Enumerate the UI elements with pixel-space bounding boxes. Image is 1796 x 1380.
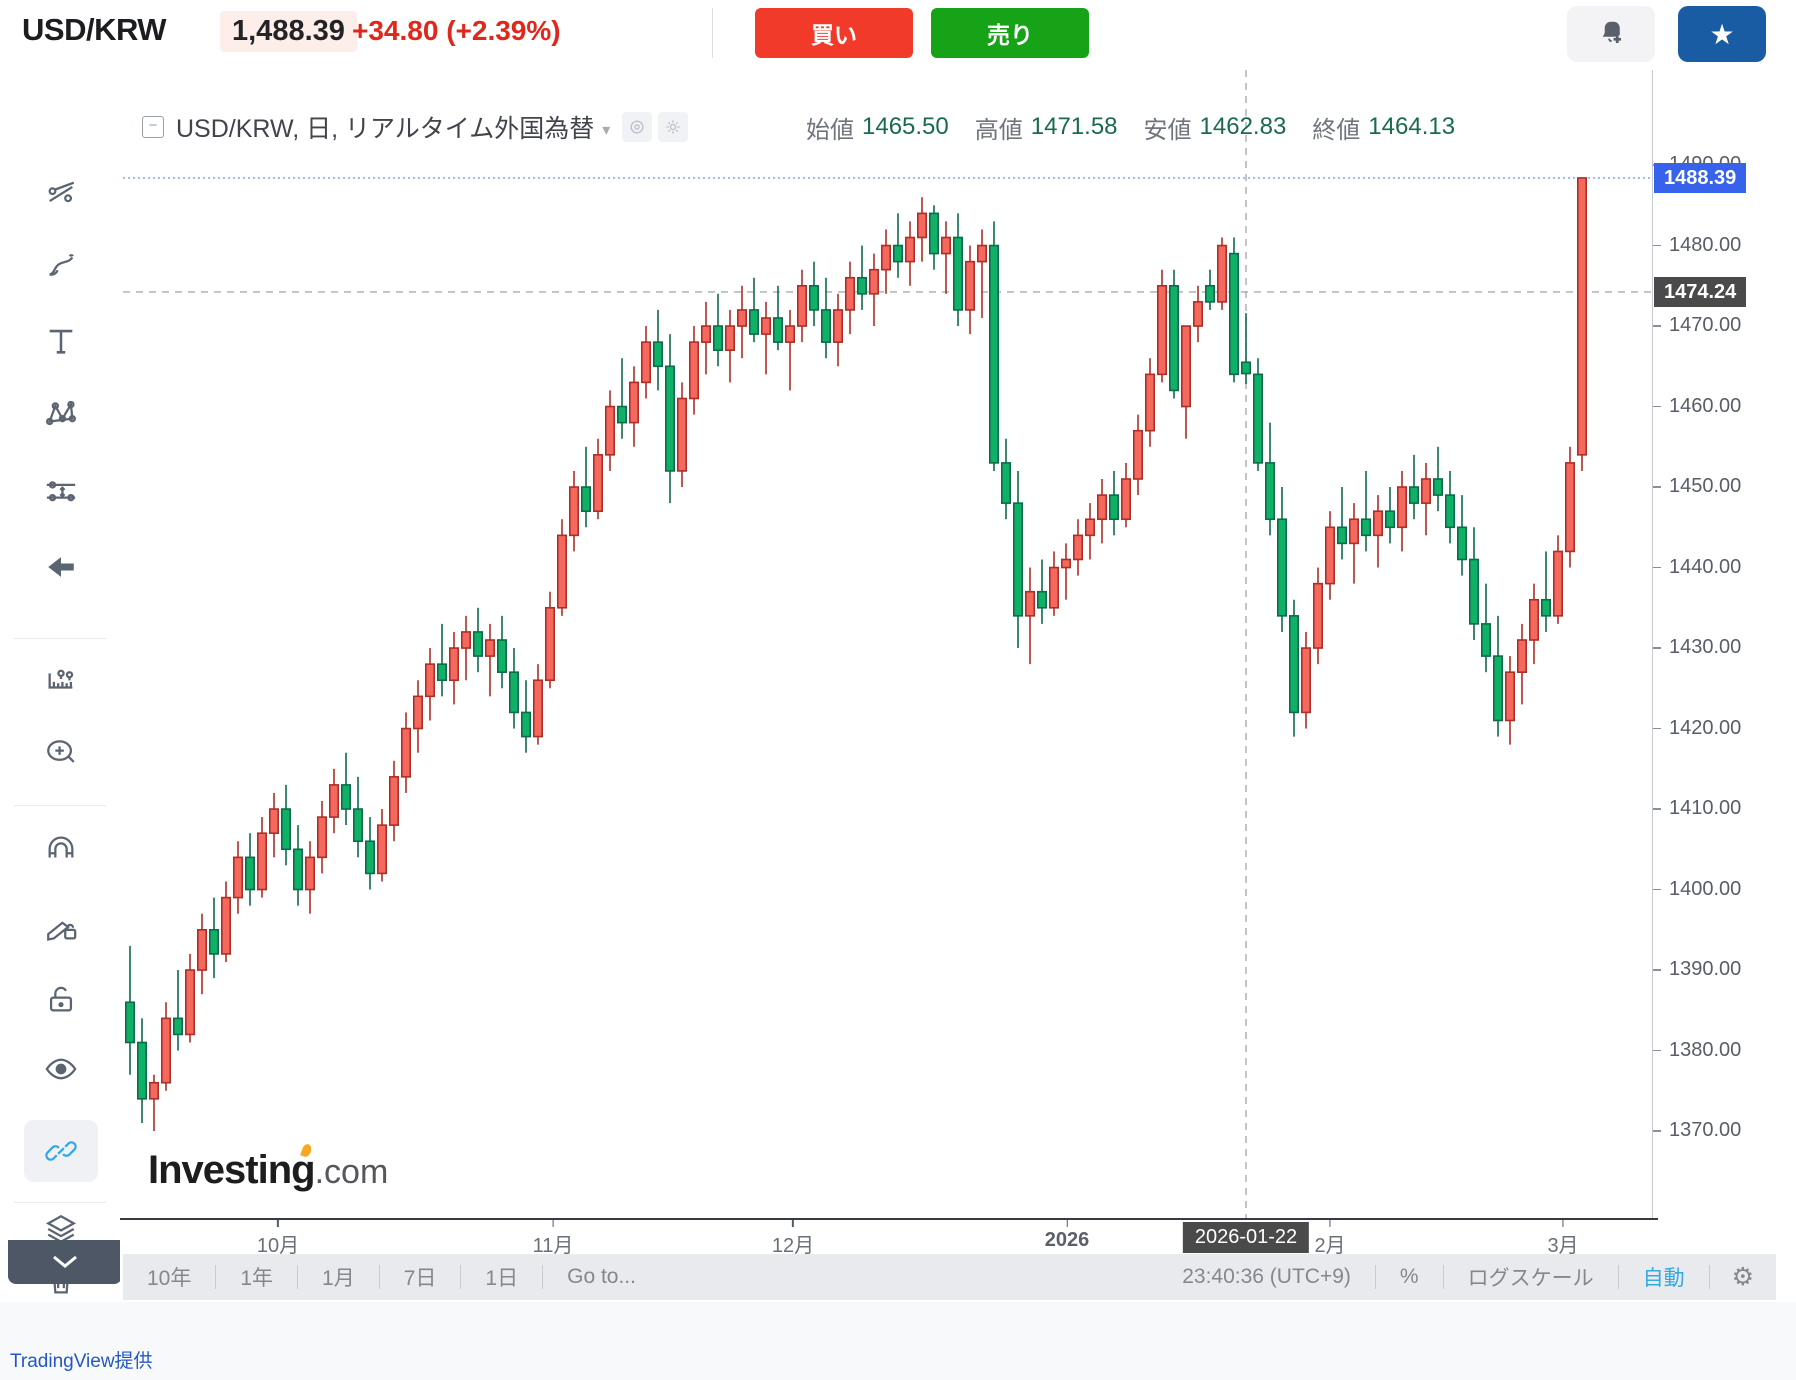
forecast-icon[interactable] <box>42 473 80 511</box>
close-label: 終値 <box>1312 116 1361 144</box>
high-value: 1471.58 <box>1030 113 1118 140</box>
page-background <box>0 1302 1796 1380</box>
time-axis[interactable]: 10月 11月 12月 2026 2月 3月 2026-01-22 <box>120 1218 1658 1260</box>
chart-legend: − USD/KRW, 日, リアルタイム外国為替 ▾ <box>142 110 689 144</box>
high-label: 高値 <box>974 116 1023 144</box>
sell-button[interactable]: 売り <box>931 8 1089 58</box>
header-divider <box>712 8 713 58</box>
low-value: 1462.83 <box>1199 113 1287 140</box>
lock-all-drawings-icon[interactable] <box>42 980 80 1018</box>
time-tick: 3月 <box>1547 1220 1579 1258</box>
clock-label[interactable]: 23:40:36 (UTC+9) <box>1182 1265 1351 1288</box>
hide-toolbar-button[interactable] <box>8 1240 122 1284</box>
ohlc-readout: 始値 1465.50 高値 1471.58 安値 1462.83 終値 1464… <box>806 110 1455 144</box>
arrow-marker-icon[interactable] <box>42 548 80 586</box>
current-price: 1,488.39 <box>220 11 357 52</box>
favorite-button[interactable]: ★ <box>1678 6 1766 62</box>
range-button-1[interactable]: 1年 <box>240 1267 274 1290</box>
open-label: 始値 <box>806 116 854 144</box>
measure-icon[interactable] <box>42 660 80 698</box>
gear-icon <box>666 120 680 134</box>
create-alert-button[interactable] <box>1567 6 1655 62</box>
brush-icon[interactable] <box>42 247 80 285</box>
drawing-toolbar <box>0 70 122 1380</box>
price-tick: 1420.00 <box>1653 717 1796 741</box>
last-price-label: 1488.39 <box>1654 163 1747 193</box>
price-tick: 1460.00 <box>1653 395 1796 419</box>
time-tick: 2026 <box>1045 1220 1089 1252</box>
investing-logo: Investing <box>148 1148 316 1192</box>
star-icon: ★ <box>1709 18 1735 50</box>
price-tick: 1480.00 <box>1653 234 1796 258</box>
chart-panel[interactable]: − USD/KRW, 日, リアルタイム外国為替 ▾ 始値 1465.50 高値… <box>120 70 1796 1302</box>
buy-button[interactable]: 買い <box>755 8 913 58</box>
time-tick: 12月 <box>772 1220 814 1258</box>
range-button-3[interactable]: 7日 <box>403 1267 437 1290</box>
candlestick-plot[interactable] <box>120 70 1652 1218</box>
crosshair-date-label: 2026-01-22 <box>1182 1222 1310 1253</box>
price-tick: 1390.00 <box>1653 958 1796 982</box>
price-tick: 1430.00 <box>1653 636 1796 660</box>
bell-plus-icon <box>1596 21 1626 51</box>
toggle-visibility-button[interactable] <box>622 112 653 142</box>
time-tick: 10月 <box>257 1220 299 1258</box>
range-buttons: 10年 1年 1月 7日 1日 Go to... <box>123 1262 660 1292</box>
text-tool-icon[interactable] <box>42 322 80 360</box>
sync-drawings-link-icon[interactable] <box>24 1120 98 1182</box>
low-label: 安値 <box>1143 116 1192 144</box>
price-axis[interactable]: 1490.001480.001470.001460.001450.001440.… <box>1652 70 1796 1218</box>
auto-scale-button[interactable]: 自動 <box>1642 1267 1685 1290</box>
price-tick: 1440.00 <box>1653 556 1796 580</box>
percent-scale-button[interactable]: % <box>1399 1265 1419 1288</box>
zoom-in-icon[interactable] <box>42 733 80 771</box>
price-tick: 1450.00 <box>1653 475 1796 499</box>
log-scale-button[interactable]: ログスケール <box>1467 1267 1594 1290</box>
stay-in-drawing-mode-icon[interactable] <box>42 908 80 946</box>
time-tick: 2月 <box>1314 1220 1346 1258</box>
range-button-5[interactable]: Go to... <box>567 1265 636 1288</box>
crosshair-price-label: 1474.24 <box>1654 276 1747 307</box>
price-tick: 1410.00 <box>1653 797 1796 821</box>
time-tick: 11月 <box>533 1220 573 1258</box>
hide-all-drawings-icon[interactable] <box>42 1050 80 1088</box>
gear-icon[interactable]: ⚙ <box>1731 1263 1754 1291</box>
trend-line-tools-icon[interactable] <box>42 175 80 213</box>
open-value: 1465.50 <box>862 113 949 140</box>
legend-title[interactable]: USD/KRW, 日, リアルタイム外国為替 <box>176 115 595 143</box>
settings-button[interactable] <box>658 112 689 142</box>
price-change: +34.80 (+2.39%) <box>352 15 561 46</box>
magnet-icon[interactable] <box>42 830 80 868</box>
close-value: 1464.13 <box>1368 113 1456 140</box>
legend-collapse-icon[interactable]: − <box>142 116 164 138</box>
toolbar-divider <box>14 805 106 806</box>
symbol-title: USD/KRW <box>22 12 167 47</box>
xabcd-pattern-icon[interactable] <box>42 394 80 432</box>
range-button-2[interactable]: 1月 <box>322 1267 355 1290</box>
range-button-0[interactable]: 10年 <box>147 1267 192 1290</box>
toolbar-divider <box>14 1202 106 1203</box>
header: USD/KRW 1,488.39 +34.80 (+2.39%) 買い 売り ★ <box>0 0 1796 71</box>
range-button-4[interactable]: 1日 <box>485 1267 519 1290</box>
price-tick: 1400.00 <box>1653 878 1796 902</box>
chevron-down-icon[interactable]: ▾ <box>602 122 611 139</box>
axis-settings: 23:40:36 (UTC+9) % ログスケール 自動 ⚙ <box>1158 1262 1776 1292</box>
price-tick: 1470.00 <box>1653 314 1796 338</box>
price-tick: 1380.00 <box>1653 1039 1796 1063</box>
tradingview-attribution-link[interactable]: TradingView提供 <box>10 1351 153 1372</box>
chevron-down-icon <box>53 1255 77 1268</box>
chart-bottom-toolbar: 10年 1年 1月 7日 1日 Go to... 23:40:36 (UTC+9) % ロ… <box>123 1254 1776 1300</box>
toolbar-divider <box>14 638 106 639</box>
price-tick: 1370.00 <box>1653 1119 1796 1143</box>
investing-watermark[interactable]: Investing .com <box>148 1142 388 1193</box>
eye-icon <box>630 120 644 134</box>
